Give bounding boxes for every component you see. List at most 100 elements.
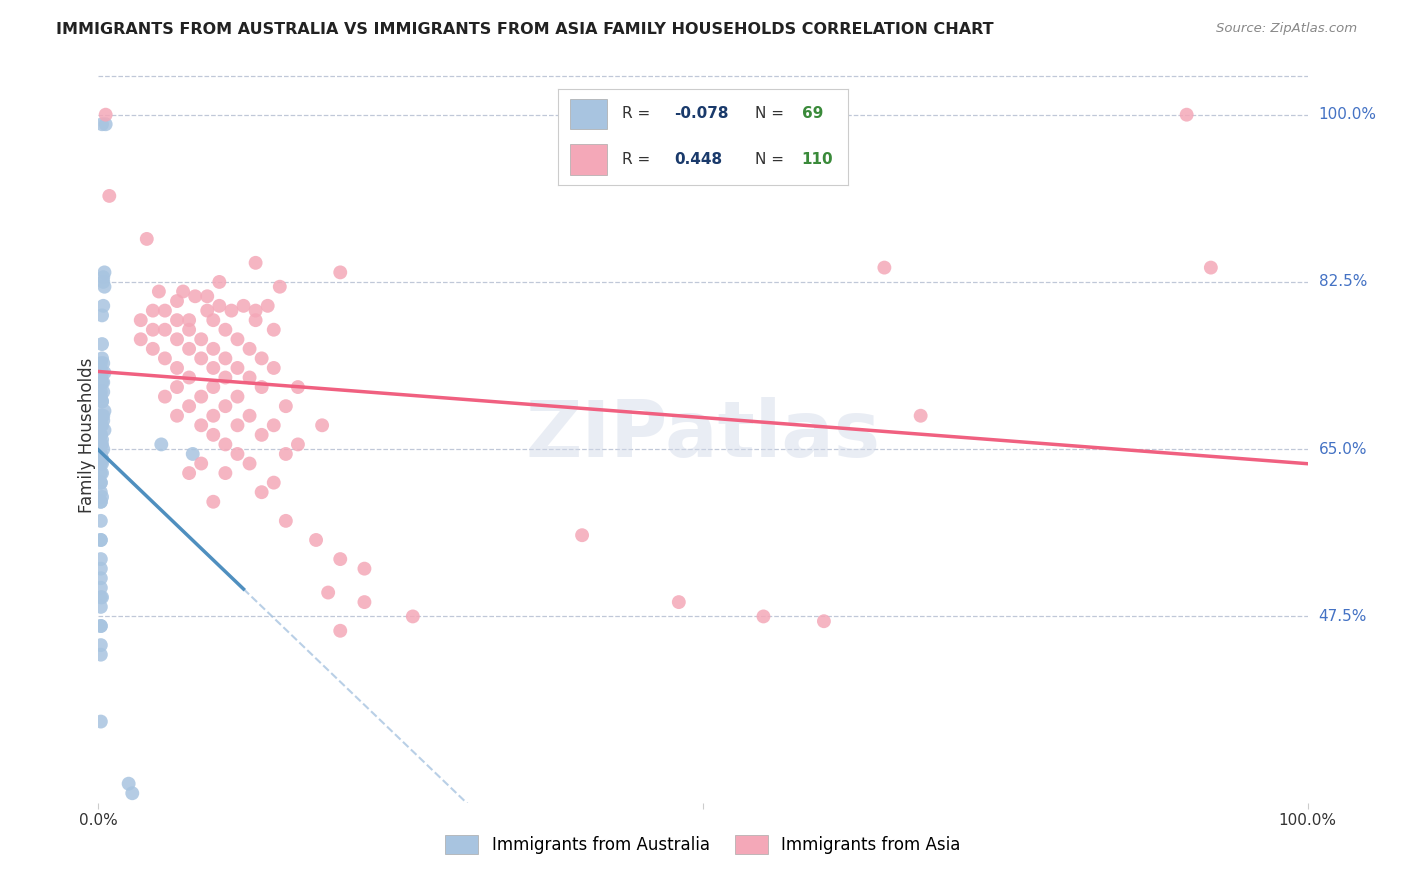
Point (91, 394, 114, 409)
Point (93, 404, 115, 418)
Point (91, 270, 114, 285)
Point (195, 303, 218, 318)
Point (245, 303, 267, 318)
Point (287, 437, 309, 451)
Point (202, 494, 225, 508)
Point (166, 380, 188, 394)
Point (329, 265, 352, 279)
Point (202, 361, 225, 376)
Point (190, 332, 212, 346)
Point (873, 260, 896, 275)
Point (239, 342, 262, 356)
Point (166, 293, 188, 308)
Point (813, 614, 835, 628)
Point (91, 394, 114, 409)
Point (179, 323, 201, 337)
Point (190, 351, 212, 366)
Point (150, 437, 173, 451)
Point (263, 475, 285, 490)
Point (90, 533, 112, 547)
Point (184, 289, 207, 303)
Point (172, 285, 194, 299)
Point (256, 299, 278, 313)
Text: Source: ZipAtlas.com: Source: ZipAtlas.com (1216, 22, 1357, 36)
Point (190, 390, 212, 404)
Point (90, 457, 112, 471)
Point (90, 552, 112, 566)
Point (91, 418, 114, 433)
Text: 82.5%: 82.5% (1319, 275, 1367, 289)
Point (91, 409, 114, 423)
Legend: Immigrants from Australia, Immigrants from Asia: Immigrants from Australia, Immigrants fr… (439, 828, 967, 861)
Point (250, 485, 273, 500)
Point (263, 361, 285, 376)
Point (316, 585, 339, 599)
Point (90, 571, 112, 585)
Point (142, 342, 165, 356)
Point (91, 466, 114, 480)
Point (91, 356, 114, 370)
Point (91, 376, 114, 390)
Point (274, 399, 297, 413)
Point (402, 609, 425, 624)
Point (181, 447, 204, 461)
Point (90, 514, 112, 528)
Point (91, 309, 114, 323)
Point (90, 384, 112, 399)
Point (93, 265, 115, 279)
Point (239, 409, 262, 423)
Point (214, 466, 236, 480)
Point (269, 279, 291, 293)
Point (166, 332, 188, 346)
Point (91, 490, 114, 504)
Point (179, 370, 201, 384)
Point (90, 591, 112, 605)
Point (91, 413, 114, 427)
Point (263, 418, 285, 433)
Point (118, 777, 141, 791)
Point (190, 457, 212, 471)
Point (90, 390, 112, 404)
Point (94, 108, 117, 122)
Point (1199, 260, 1222, 275)
Point (142, 323, 165, 337)
Point (239, 370, 262, 384)
Point (353, 595, 375, 609)
Point (571, 528, 593, 542)
Point (214, 399, 236, 413)
Point (214, 370, 236, 384)
Point (232, 299, 254, 313)
Point (90, 619, 112, 633)
Point (329, 552, 352, 566)
Point (142, 303, 165, 318)
Point (91, 442, 114, 457)
Point (90, 475, 112, 490)
Point (90, 356, 112, 370)
Point (166, 361, 188, 376)
Point (195, 289, 218, 303)
Point (311, 418, 333, 433)
Point (179, 466, 201, 480)
Point (153, 390, 176, 404)
Point (202, 427, 225, 442)
Point (250, 427, 273, 442)
Point (1175, 108, 1198, 122)
Point (90, 494, 112, 508)
Point (226, 361, 249, 376)
Point (668, 595, 690, 609)
Text: IMMIGRANTS FROM AUSTRALIA VS IMMIGRANTS FROM ASIA FAMILY HOUSEHOLDS CORRELATION : IMMIGRANTS FROM AUSTRALIA VS IMMIGRANTS … (56, 22, 994, 37)
Point (226, 390, 249, 404)
Point (93, 366, 115, 380)
Point (202, 342, 225, 356)
Point (91, 409, 114, 423)
Point (91, 299, 114, 313)
Point (166, 313, 188, 327)
Point (91, 384, 114, 399)
Point (153, 351, 176, 366)
Point (239, 457, 262, 471)
Point (179, 342, 201, 356)
Point (90, 494, 112, 508)
Point (287, 380, 309, 394)
Point (208, 275, 231, 289)
Point (135, 232, 157, 246)
